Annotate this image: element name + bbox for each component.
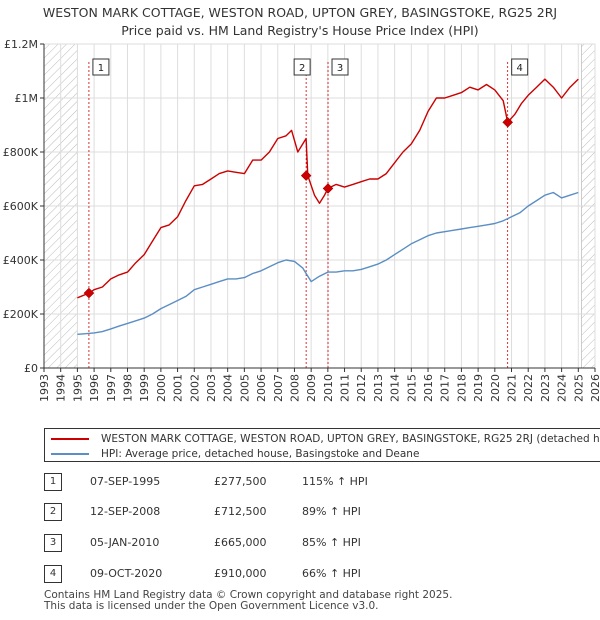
x-tick-label: 2020 xyxy=(489,374,502,402)
x-tick-label: 2015 xyxy=(405,374,418,402)
transaction-price: £712,500 xyxy=(214,505,267,518)
y-tick-label: £0 xyxy=(24,362,38,375)
legend: WESTON MARK COTTAGE, WESTON ROAD, UPTON … xyxy=(44,428,600,462)
transaction-price: £665,000 xyxy=(214,536,267,549)
x-tick-label: 2000 xyxy=(155,374,168,402)
y-tick-label: £800K xyxy=(3,146,39,159)
x-tick-label: 2008 xyxy=(288,374,301,402)
x-tick-label: 2012 xyxy=(355,374,368,402)
property-series-line xyxy=(77,78,579,299)
x-tick-label: 1998 xyxy=(121,374,134,402)
y-tick-label: £1.2M xyxy=(4,38,38,51)
x-tick-label: 2011 xyxy=(339,374,352,402)
footer-copyright: Contains HM Land Registry data © Crown c… xyxy=(44,589,453,601)
transaction-hpi: 85% ↑ HPI xyxy=(302,536,361,549)
legend-item-hpi: HPI: Average price, detached house, Basi… xyxy=(51,446,420,461)
x-tick-label: 2001 xyxy=(172,374,185,402)
marker-label-box xyxy=(331,58,349,76)
x-tick-label: 2017 xyxy=(439,374,452,402)
transaction-number-badge: 4 xyxy=(44,565,62,583)
price-chart: 1 2 3 4 £0 £200K £400K £600K £800K £1M £1.2M 1993 19… xyxy=(3,38,600,402)
y-tick-label: £1M xyxy=(15,92,39,105)
marker-label-box xyxy=(511,58,529,76)
x-tick-label: 2004 xyxy=(222,374,235,402)
transaction-date: 12-SEP-2008 xyxy=(90,505,161,518)
x-tick-label: 2006 xyxy=(255,374,268,402)
x-tick-label: 2007 xyxy=(272,374,285,402)
x-tick-label: 2024 xyxy=(556,374,569,402)
x-tick-label: 2019 xyxy=(472,374,485,402)
sale-point xyxy=(502,116,514,128)
legend-property-line-icon xyxy=(51,438,89,440)
y-tick-label: £400K xyxy=(3,254,39,267)
x-tick-label: 2005 xyxy=(238,374,251,402)
marker-label-box xyxy=(92,58,110,76)
chart-title-line2: Price paid vs. HM Land Registry's House … xyxy=(121,23,479,38)
x-tick-label: 2022 xyxy=(522,374,535,402)
hpi-series-line xyxy=(77,191,579,335)
x-tick-label: 1996 xyxy=(88,374,101,402)
chart-title-line1: WESTON MARK COTTAGE, WESTON ROAD, UPTON … xyxy=(42,5,558,20)
table-row: 2 12-SEP-2008 £712,500 89% ↑ HPI xyxy=(44,502,444,524)
x-tick-label: 2023 xyxy=(539,374,552,402)
legend-hpi-line-icon xyxy=(51,453,89,455)
sale-point xyxy=(322,183,334,194)
transaction-number-badge: 3 xyxy=(44,534,62,552)
marker-label: 1 xyxy=(98,63,104,74)
marker-label: 3 xyxy=(337,63,343,74)
x-tick-label: 2018 xyxy=(455,374,468,402)
table-row: 3 05-JAN-2010 £665,000 85% ↑ HPI xyxy=(44,533,444,555)
x-tick-label: 1997 xyxy=(105,374,118,402)
y-tick-label: £200K xyxy=(3,308,39,321)
legend-property-label: WESTON MARK COTTAGE, WESTON ROAD, UPTON … xyxy=(101,433,600,445)
transaction-hpi: 115% ↑ HPI xyxy=(302,475,368,488)
legend-hpi-label: HPI: Average price, detached house, Basi… xyxy=(101,448,420,460)
table-row: 4 09-OCT-2020 £910,000 66% ↑ HPI xyxy=(44,564,444,586)
x-tick-label: 2014 xyxy=(389,374,402,402)
x-tick-label: 2021 xyxy=(506,374,519,402)
x-tick-label: 1999 xyxy=(138,374,151,402)
legend-item-property: WESTON MARK COTTAGE, WESTON ROAD, UPTON … xyxy=(51,431,600,447)
footer-licence: This data is licensed under the Open Gov… xyxy=(44,600,379,612)
transaction-date: 05-JAN-2010 xyxy=(90,536,160,549)
transaction-hpi: 89% ↑ HPI xyxy=(302,505,361,518)
marker-label: 2 xyxy=(299,63,305,74)
x-tick-label: 1993 xyxy=(38,374,51,402)
footer: Contains HM Land Registry data © Crown c… xyxy=(44,590,452,612)
transaction-number-badge: 2 xyxy=(44,503,62,521)
x-tick-label: 2002 xyxy=(188,374,201,402)
y-tick-label: £600K xyxy=(3,200,39,213)
transaction-price: £277,500 xyxy=(214,475,267,488)
transaction-date: 07-SEP-1995 xyxy=(90,475,161,488)
x-tick-label: 2010 xyxy=(322,374,335,402)
x-tick-label: 2003 xyxy=(205,374,218,402)
transaction-date: 09-OCT-2020 xyxy=(90,567,163,580)
sale-point xyxy=(300,170,312,181)
transaction-hpi: 66% ↑ HPI xyxy=(302,567,361,580)
table-row: 1 07-SEP-1995 £277,500 115% ↑ HPI xyxy=(44,472,444,494)
x-tick-label: 2009 xyxy=(305,374,318,402)
x-tick-label: 1994 xyxy=(55,374,68,402)
chart-title: WESTON MARK COTTAGE, WESTON ROAD, UPTON … xyxy=(0,4,600,40)
marker-label: 4 xyxy=(516,63,522,74)
marker-label-box xyxy=(293,58,311,76)
x-tick-label: 2025 xyxy=(572,374,585,402)
sale-point xyxy=(83,287,95,299)
transaction-number-badge: 1 xyxy=(44,473,62,491)
x-tick-label: 2013 xyxy=(372,374,385,402)
transaction-price: £910,000 xyxy=(214,567,267,580)
x-tick-label: 1995 xyxy=(71,374,84,402)
x-tick-label: 2016 xyxy=(422,374,435,402)
x-tick-label: 2026 xyxy=(589,374,600,402)
